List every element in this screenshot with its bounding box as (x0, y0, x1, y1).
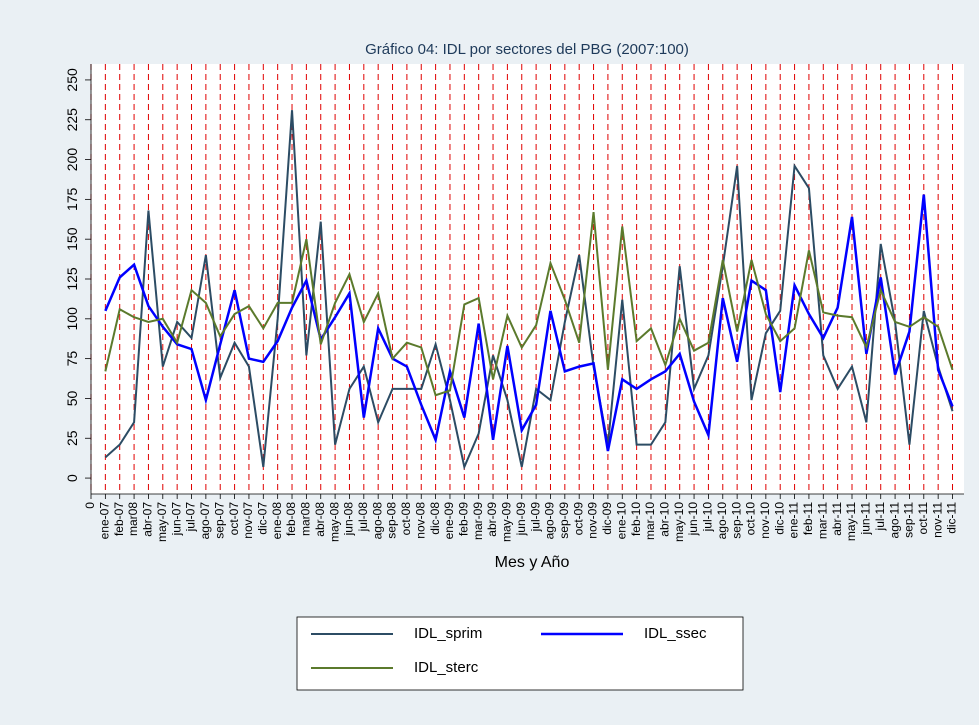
x-tick-label: dic-11 (945, 502, 959, 534)
x-tick-label: feb-09 (456, 502, 470, 536)
x-tick-label: mar08 (299, 502, 313, 536)
x-tick-label: mar-11 (815, 502, 829, 539)
x-tick-label: oct-07 (227, 502, 241, 536)
x-tick-label: sep-11 (902, 502, 916, 538)
y-tick-label: 100 (64, 307, 80, 331)
x-tick-label: may-08 (327, 502, 341, 542)
y-tick-label: 0 (64, 474, 80, 482)
x-tick-label: may-10 (672, 502, 686, 542)
chart-title: Gráfico 04: IDL por sectores del PBG (20… (365, 41, 689, 58)
y-tick-label: 150 (64, 227, 80, 251)
x-tick-label: jul-08 (356, 502, 370, 533)
x-tick-label: oct-11 (916, 502, 930, 535)
x-tick-label: abr-11 (830, 502, 844, 536)
x-tick-label: jul-11 (873, 502, 887, 532)
x-tick-label: abr-07 (141, 502, 155, 537)
x-tick-label: ago-07 (198, 502, 212, 540)
x-tick-label: jul-10 (701, 502, 715, 533)
legend (296, 616, 744, 691)
legend-label: IDL_ssec (644, 625, 707, 642)
y-tick-label: 225 (64, 108, 80, 132)
x-tick-label: ago-10 (715, 502, 729, 540)
y-tick-label: 25 (64, 430, 80, 446)
x-tick-label: ago-09 (543, 502, 557, 540)
x-tick-label: jun-08 (342, 502, 356, 537)
series-line (104, 212, 954, 397)
x-tick-label: jul-09 (528, 502, 542, 533)
y-tick-label: 200 (64, 148, 80, 172)
x-tick-label: sep-08 (385, 502, 399, 539)
y-tick-label: 250 (64, 68, 80, 92)
x-tick-label: mar-09 (471, 502, 485, 540)
x-axis-title: Mes y Año (495, 554, 570, 571)
x-tick-label: ene-08 (270, 502, 284, 540)
x-tick-label: dic-08 (428, 502, 442, 535)
x-tick-label: feb-07 (112, 502, 126, 536)
x-tick-label: ene-11 (787, 502, 801, 539)
x-tick-label: mar-10 (643, 502, 657, 540)
series-line (104, 194, 954, 452)
x-tick-label: oct-10 (744, 502, 758, 536)
x-tick-label: may-11 (844, 502, 858, 541)
legend-label: IDL_sterc (414, 659, 479, 676)
x-tick-label: sep-09 (557, 502, 571, 539)
x-tick-label: ago-11 (887, 502, 901, 539)
y-tick-label: 50 (64, 390, 80, 406)
x-tick-label: dic-07 (255, 502, 269, 535)
legend-label: IDL_sprim (414, 625, 482, 642)
x-tick-label: abr-10 (658, 502, 672, 537)
x-tick-label: mar08 (126, 502, 140, 536)
x-tick-label: jun-11 (859, 502, 873, 536)
x-tick-label: 0 (83, 502, 97, 509)
x-tick-label: nov-11 (930, 502, 944, 538)
x-tick-label: dic-09 (600, 502, 614, 535)
x-tick-label: jun-09 (514, 502, 528, 537)
x-tick-label: sep-10 (729, 502, 743, 539)
x-tick-label: may-07 (155, 502, 169, 542)
x-tick-label: feb-11 (801, 502, 815, 535)
series-line (104, 110, 954, 471)
x-tick-label: feb-10 (629, 502, 643, 536)
x-tick-label: oct-09 (571, 502, 585, 536)
x-tick-label: feb-08 (284, 502, 298, 536)
x-tick-label: ene-09 (442, 502, 456, 540)
x-tick-label: oct-08 (399, 502, 413, 536)
x-tick-label: nov-08 (413, 502, 427, 539)
y-tick-label: 125 (64, 267, 80, 291)
x-tick-label: dic-10 (772, 502, 786, 535)
y-tick-label: 175 (64, 187, 80, 211)
x-tick-label: abr-08 (313, 502, 327, 537)
x-tick-label: ago-08 (370, 502, 384, 540)
x-tick-label: nov-07 (241, 502, 255, 539)
x-tick-label: nov-10 (758, 502, 772, 539)
x-tick-label: jun-10 (686, 502, 700, 537)
x-tick-label: may-09 (500, 502, 514, 542)
x-tick-label: ene-10 (614, 502, 628, 540)
x-tick-label: ene-07 (98, 502, 112, 540)
x-tick-label: sep-07 (212, 502, 226, 539)
x-tick-label: abr-09 (485, 502, 499, 537)
plot-area (91, 64, 964, 494)
x-tick-label: jun-07 (169, 502, 183, 537)
y-tick-label: 75 (64, 351, 80, 367)
x-tick-label: nov-09 (586, 502, 600, 539)
x-tick-label: jul-07 (184, 502, 198, 533)
